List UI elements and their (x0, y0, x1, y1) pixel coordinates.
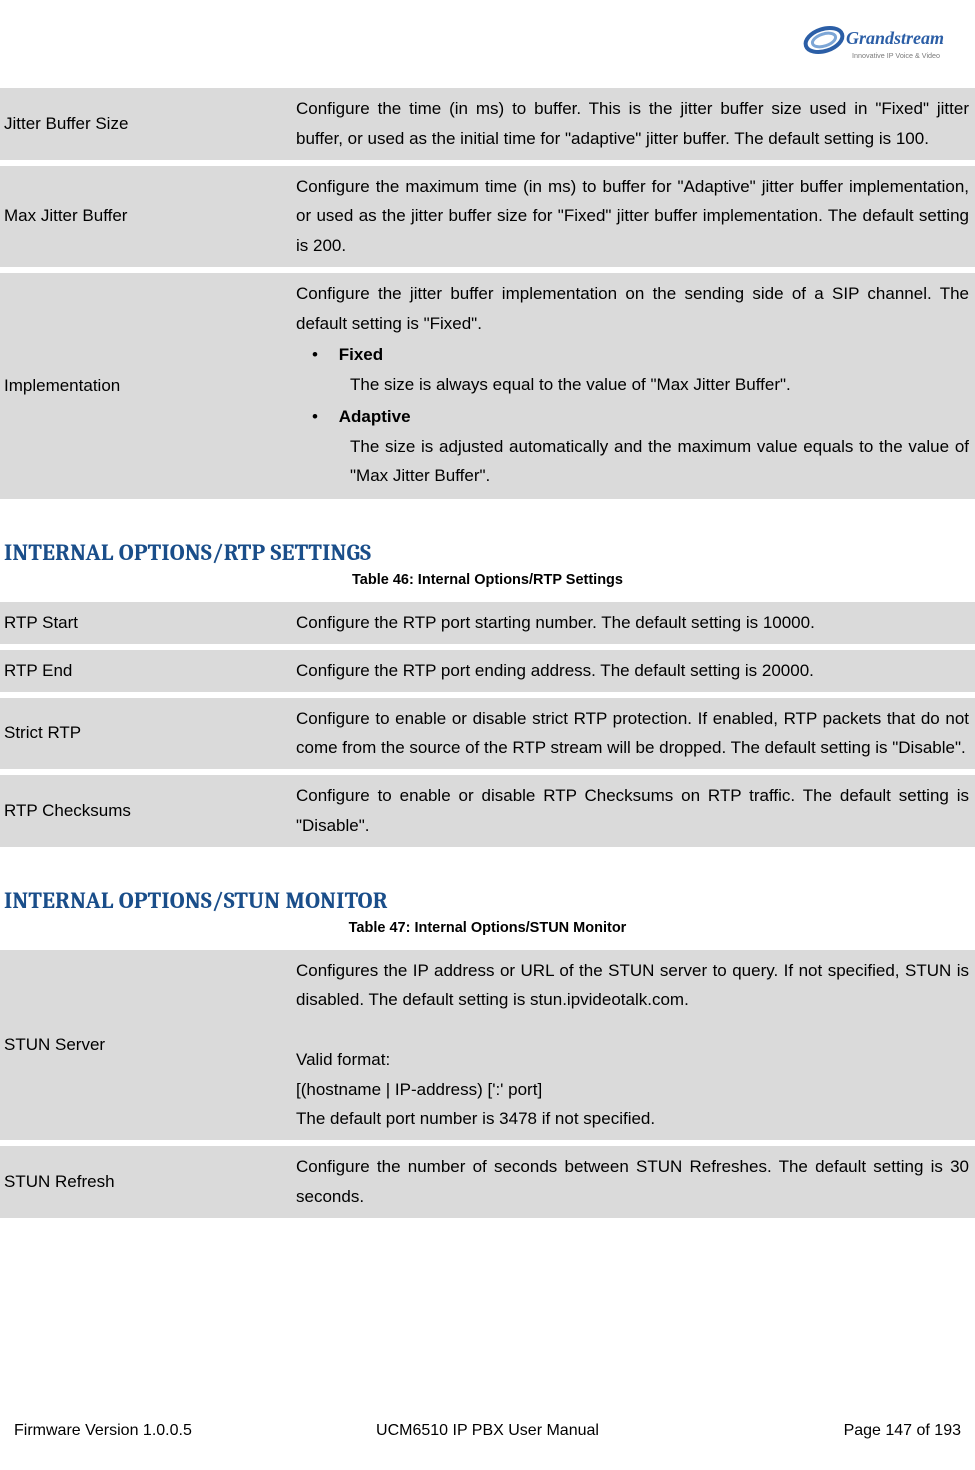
row-label: STUN Server (0, 950, 284, 1141)
row-desc: Configure the maximum time (in ms) to bu… (284, 166, 975, 267)
row-desc-complex: Configure the jitter buffer implementati… (284, 273, 975, 499)
table-row: Max Jitter Buffer Configure the maximum … (0, 166, 975, 267)
row-label: Max Jitter Buffer (0, 166, 284, 267)
table-row: Jitter Buffer Size Configure the time (i… (0, 88, 975, 160)
row-desc: Configure the number of seconds between … (284, 1146, 975, 1218)
stun-heading: INTERNAL OPTIONS/STUN MONITOR (4, 887, 975, 914)
page-footer: Firmware Version 1.0.0.5 UCM6510 IP PBX … (0, 1422, 975, 1440)
table-row: STUN Server Configures the IP address or… (0, 950, 975, 1141)
row-desc: Configure to enable or disable strict RT… (284, 698, 975, 770)
row-label: RTP Checksums (0, 775, 284, 847)
row-label: RTP End (0, 650, 284, 692)
rtp-heading: INTERNAL OPTIONS/RTP SETTINGS (4, 539, 975, 566)
footer-right: Page 147 of 193 (844, 1422, 961, 1440)
stun-desc-2: Valid format: (296, 1045, 390, 1075)
stun-desc-3: [(hostname | IP-address) [':' port] (296, 1075, 542, 1105)
row-label: RTP Start (0, 602, 284, 644)
table-row: STUN Refresh Configure the number of sec… (0, 1146, 975, 1218)
rtp-caption: Table 46: Internal Options/RTP Settings (0, 572, 975, 588)
impl-intro: Configure the jitter buffer implementati… (296, 284, 969, 333)
stun-caption: Table 47: Internal Options/STUN Monitor (0, 920, 975, 936)
rtp-table: RTP Start Configure the RTP port startin… (0, 596, 975, 853)
stun-table: STUN Server Configures the IP address or… (0, 944, 975, 1224)
row-desc: Configure the RTP port starting number. … (284, 602, 975, 644)
logo-brand-text: Grandstream (846, 28, 944, 48)
row-desc-complex: Configures the IP address or URL of the … (284, 950, 975, 1141)
bullet-icon: • (312, 402, 334, 432)
jitter-table: Jitter Buffer Size Configure the time (i… (0, 82, 975, 505)
stun-desc-4: The default port number is 3478 if not s… (296, 1104, 655, 1134)
row-label: Strict RTP (0, 698, 284, 770)
impl-text: The size is always equal to the value of… (312, 370, 969, 400)
table-row: RTP Start Configure the RTP port startin… (0, 602, 975, 644)
row-desc: Configure the RTP port ending address. T… (284, 650, 975, 692)
table-row: RTP End Configure the RTP port ending ad… (0, 650, 975, 692)
grandstream-logo: Grandstream Innovative IP Voice & Video (802, 18, 957, 66)
row-label: Implementation (0, 273, 284, 499)
stun-desc-1: Configures the IP address or URL of the … (296, 961, 969, 1010)
impl-name: Adaptive (339, 402, 968, 432)
table-row: Strict RTP Configure to enable or disabl… (0, 698, 975, 770)
row-desc: Configure the time (in ms) to buffer. Th… (284, 88, 975, 160)
row-desc: Configure to enable or disable RTP Check… (284, 775, 975, 847)
footer-mid: UCM6510 IP PBX User Manual (0, 1422, 975, 1440)
table-row: Implementation Configure the jitter buff… (0, 273, 975, 499)
table-row: RTP Checksums Configure to enable or dis… (0, 775, 975, 847)
impl-text: The size is adjusted automatically and t… (312, 432, 969, 492)
impl-list: • Fixed The size is always equal to the … (296, 340, 969, 491)
row-label: Jitter Buffer Size (0, 88, 284, 160)
logo-tagline: Innovative IP Voice & Video (852, 51, 940, 60)
row-label: STUN Refresh (0, 1146, 284, 1218)
impl-name: Fixed (339, 340, 968, 370)
bullet-icon: • (312, 340, 334, 370)
